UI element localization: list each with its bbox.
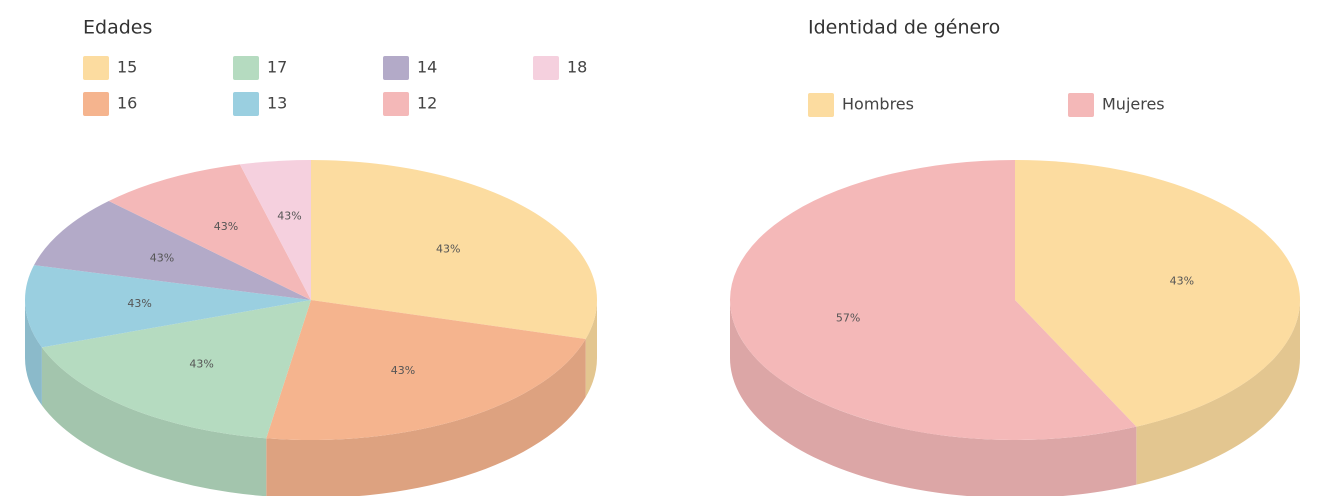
slice-side	[1136, 300, 1300, 485]
slice-label: 43%	[189, 358, 213, 371]
legend-label: 17	[267, 58, 287, 77]
slice-side	[730, 300, 1137, 496]
slice-label: 43%	[214, 220, 238, 233]
slice-label: 43%	[150, 251, 174, 264]
slice	[33, 201, 311, 300]
slice	[1015, 160, 1300, 427]
legend-label: 13	[267, 94, 287, 113]
slice-label: 43%	[391, 364, 415, 377]
legend-swatch	[233, 92, 259, 116]
legend-label: 14	[417, 58, 437, 77]
legend-label: Hombres	[842, 95, 914, 114]
chart-title: Edades	[83, 17, 152, 39]
slice-label: 43%	[127, 297, 151, 310]
legend-swatch	[533, 56, 559, 80]
slice-label: 43%	[277, 210, 301, 223]
slice-label: 43%	[1170, 275, 1194, 288]
legend-swatch	[383, 92, 409, 116]
legend-label: 16	[117, 94, 137, 113]
legend-label: 12	[417, 94, 437, 113]
slice	[311, 160, 597, 340]
slice-side	[585, 300, 597, 398]
slice	[729, 160, 1137, 440]
slice	[266, 300, 586, 440]
slice-label: 57%	[836, 311, 860, 324]
slice	[239, 160, 311, 300]
legend-label: 15	[117, 58, 137, 77]
legend-swatch	[83, 56, 109, 80]
legend-swatch	[83, 92, 109, 116]
slice	[108, 164, 312, 300]
legend-swatch	[383, 56, 409, 80]
legend-swatch	[808, 93, 834, 117]
slice-label: 43%	[436, 243, 460, 256]
chart-title: Identidad de género	[808, 17, 1000, 39]
slice	[24, 265, 311, 348]
legend-label: Mujeres	[1102, 95, 1165, 114]
slice-side	[25, 300, 42, 406]
legend-label: 18	[567, 58, 587, 77]
slice-side	[41, 347, 267, 496]
slice	[41, 300, 311, 439]
slice-side	[266, 339, 586, 496]
legend-swatch	[1068, 93, 1094, 117]
legend-swatch	[233, 56, 259, 80]
